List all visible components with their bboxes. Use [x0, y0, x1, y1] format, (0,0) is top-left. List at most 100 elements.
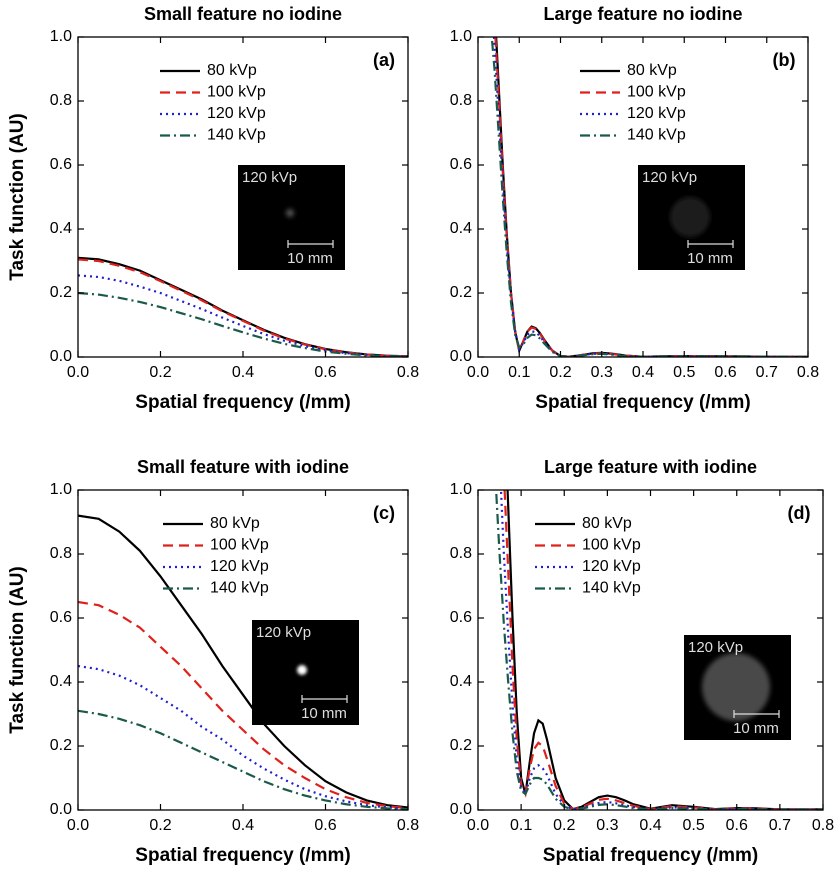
x-tick-label: 0.4: [639, 817, 661, 834]
panel-letter: (d): [788, 503, 811, 523]
y-tick-label: 0.6: [450, 156, 472, 173]
x-tick-label: 0.2: [149, 364, 171, 381]
x-tick-label: 0.2: [553, 817, 575, 834]
y-tick-label: 0.0: [50, 348, 72, 365]
panel: Small feature with iodine 120 kVp 10 mm 0.0…: [7, 457, 419, 866]
series-line: [78, 514, 408, 809]
x-tick-label: 0.6: [714, 364, 736, 381]
legend-label: 80 kVp: [582, 515, 632, 532]
y-tick-label: 0.2: [450, 737, 472, 754]
panel-title: Small feature with iodine: [137, 457, 349, 477]
series-line: [78, 258, 408, 357]
y-tick-label: 0.8: [50, 92, 72, 109]
series-line: [78, 256, 408, 357]
panel: Large feature with iodine 120 kVp 10 mm 0.0…: [450, 457, 834, 866]
legend: 80 kVp 100 kVp 120 kVp 140 kVp: [580, 62, 686, 144]
legend-label: 100 kVp: [210, 537, 269, 554]
y-tick-label: 0.2: [450, 284, 472, 301]
y-tick-label: 0.2: [50, 737, 72, 754]
x-tick-label: 0.0: [67, 817, 89, 834]
legend: 80 kVp 100 kVp 120 kVp 140 kVp: [535, 515, 641, 597]
legend-label: 100 kVp: [627, 84, 686, 101]
inset-scale-label: 10 mm: [687, 250, 733, 267]
inset-scale-label: 10 mm: [733, 720, 779, 737]
panel-title: Large feature with iodine: [544, 457, 757, 477]
panel-title: Small feature no iodine: [144, 4, 342, 24]
x-tick-label: 0.2: [149, 817, 171, 834]
panel-letter: (a): [373, 50, 395, 70]
x-axis-label: Spatial frequency (/mm): [543, 845, 758, 866]
curves: [78, 256, 408, 357]
legend-label: 80 kVp: [210, 515, 260, 532]
x-tick-label: 0.6: [726, 817, 748, 834]
inset-scale-bar: [301, 695, 348, 703]
legend-label: 80 kVp: [627, 62, 677, 79]
x-tick-label: 0.7: [756, 364, 778, 381]
y-tick-label: 0.0: [50, 801, 72, 818]
y-tick-label: 0.0: [450, 801, 472, 818]
legend-label: 100 kVp: [582, 537, 641, 554]
panel-letter: (b): [773, 50, 796, 70]
x-tick-label: 0.0: [467, 364, 489, 381]
y-tick-label: 0.8: [450, 92, 472, 109]
x-tick-label: 0.8: [397, 364, 419, 381]
y-tick-label: 0.6: [50, 156, 72, 173]
inset-label: 120 kVp: [242, 169, 297, 186]
series-line: [78, 600, 408, 810]
inset-scale-bar: [287, 240, 334, 248]
inset-image: [238, 165, 345, 270]
inset-feature: [297, 665, 307, 675]
y-axis-label: Task function (AU): [7, 566, 28, 733]
inset-feature: [286, 209, 294, 217]
x-tick-label: 0.3: [596, 817, 618, 834]
legend-label: 100 kVp: [207, 84, 266, 101]
y-tick-label: 1.0: [50, 28, 72, 45]
panel-letter: (c): [373, 503, 395, 523]
y-tick-label: 0.4: [450, 673, 472, 690]
series-line: [78, 709, 408, 810]
y-tick-label: 0.8: [50, 545, 72, 562]
legend-label: 140 kVp: [582, 580, 641, 597]
legend-label: 120 kVp: [207, 105, 266, 122]
y-tick-label: 0.4: [50, 220, 72, 237]
x-tick-label: 0.5: [673, 364, 695, 381]
x-axis-label: Spatial frequency (/mm): [135, 392, 350, 413]
legend: 80 kVp 100 kVp 120 kVp 140 kVp: [163, 515, 269, 597]
inset-scale-label: 10 mm: [301, 705, 347, 722]
curves: [78, 514, 408, 810]
inset: 120 kVp 10 mm: [238, 165, 345, 270]
inset-scale-bar: [687, 240, 734, 248]
series-line: [78, 274, 408, 357]
x-axis-label: Spatial frequency (/mm): [135, 845, 350, 866]
x-tick-label: 0.7: [769, 817, 791, 834]
inset-feature: [670, 197, 710, 237]
legend-label: 140 kVp: [627, 127, 686, 144]
inset-scale-label: 10 mm: [287, 250, 333, 267]
x-axis-label: Spatial frequency (/mm): [535, 392, 750, 413]
x-tick-label: 0.6: [314, 364, 336, 381]
legend-label: 120 kVp: [582, 558, 641, 575]
y-tick-label: 0.4: [50, 673, 72, 690]
legend-label: 80 kVp: [207, 62, 257, 79]
x-tick-label: 0.8: [797, 364, 819, 381]
inset: 120 kVp 10 mm: [638, 165, 745, 270]
x-tick-label: 0.0: [67, 364, 89, 381]
legend-label: 120 kVp: [627, 105, 686, 122]
inset: 120 kVp 10 mm: [684, 635, 791, 740]
legend-label: 140 kVp: [210, 580, 269, 597]
legend-label: 140 kVp: [207, 127, 266, 144]
x-tick-label: 0.3: [591, 364, 613, 381]
inset: 120 kVp 10 mm: [252, 620, 359, 725]
x-tick-label: 0.5: [683, 817, 705, 834]
series-line: [78, 291, 408, 357]
y-tick-label: 1.0: [450, 481, 472, 498]
x-tick-label: 0.1: [510, 817, 532, 834]
x-tick-label: 0.4: [232, 817, 254, 834]
panel-title: Large feature no iodine: [543, 4, 742, 24]
x-tick-label: 0.6: [314, 817, 336, 834]
inset-scale-bar: [733, 710, 780, 718]
